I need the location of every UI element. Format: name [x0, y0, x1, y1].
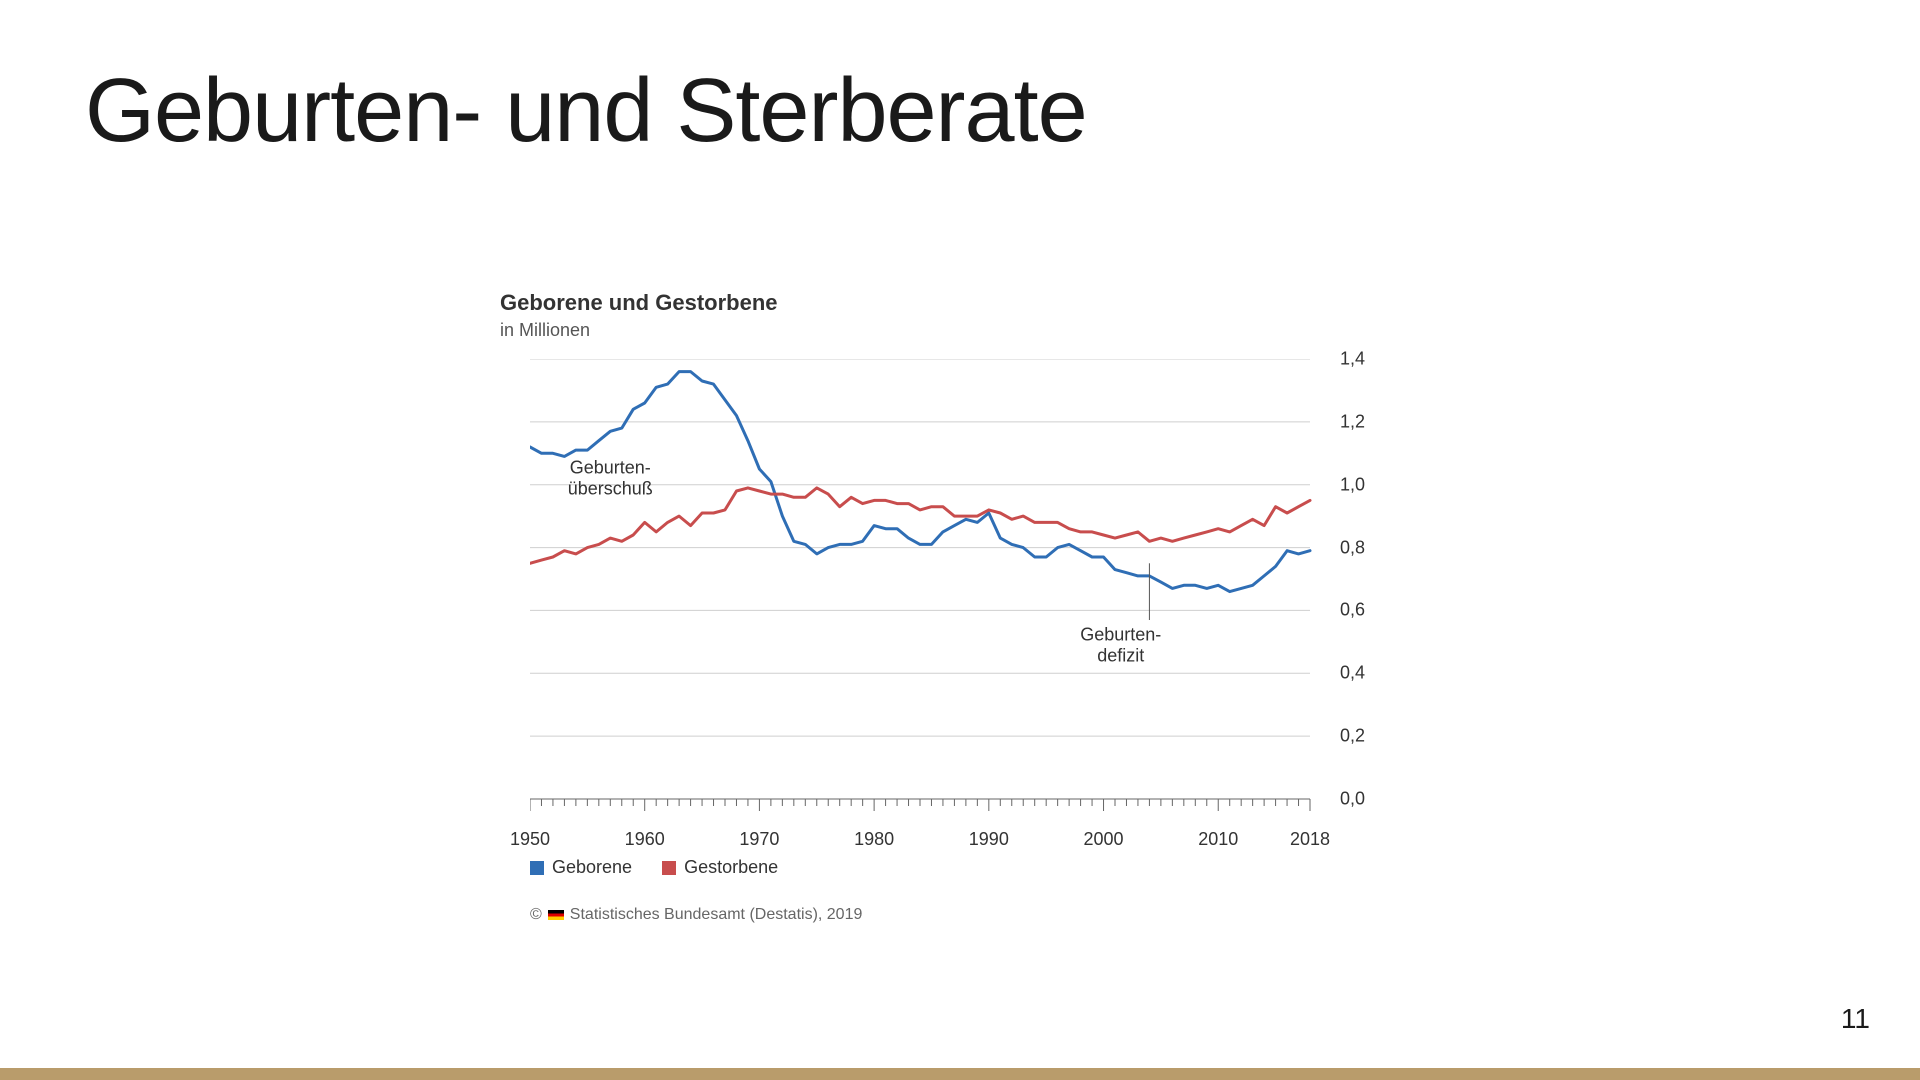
accent-bar	[0, 1068, 1920, 1080]
chart-source: © Statistisches Bundesamt (Destatis), 20…	[530, 906, 1400, 924]
chart-annotation: Geburten- überschuß	[568, 458, 653, 499]
x-tick-label: 2018	[1290, 829, 1330, 850]
y-tick-label: 1,2	[1340, 411, 1365, 432]
chart-annotation: Geburten- defizit	[1080, 624, 1161, 665]
y-tick-label: 0,4	[1340, 663, 1365, 684]
legend-item: Gestorbene	[662, 857, 778, 878]
x-tick-label: 1970	[739, 829, 779, 850]
chart-container: Geborene und Gestorbene in Millionen 0,0…	[500, 290, 1400, 924]
slide-title: Geburten- und Sterberate	[85, 60, 1087, 163]
legend-item: Geborene	[530, 857, 632, 878]
y-tick-label: 0,6	[1340, 600, 1365, 621]
y-tick-label: 1,4	[1340, 349, 1365, 370]
x-tick-label: 1950	[510, 829, 550, 850]
legend-label: Geborene	[552, 857, 632, 878]
y-tick-label: 0,8	[1340, 537, 1365, 558]
legend-label: Gestorbene	[684, 857, 778, 878]
x-tick-label: 1980	[854, 829, 894, 850]
x-tick-label: 2000	[1083, 829, 1123, 850]
legend-swatch	[662, 861, 676, 875]
y-tick-label: 1,0	[1340, 474, 1365, 495]
x-tick-label: 1990	[969, 829, 1009, 850]
source-text: Statistisches Bundesamt (Destatis), 2019	[570, 906, 863, 924]
chart-legend: Geborene Gestorbene	[530, 857, 1400, 878]
y-tick-label: 0,2	[1340, 726, 1365, 747]
plot-area: 0,00,20,40,60,81,01,21,4 195019601970198…	[530, 359, 1350, 799]
x-tick-label: 1960	[625, 829, 665, 850]
page-number: 11	[1841, 1003, 1870, 1035]
chart-subtitle: in Millionen	[500, 320, 1400, 341]
legend-swatch	[530, 861, 544, 875]
x-tick-label: 2010	[1198, 829, 1238, 850]
line-chart-svg	[530, 359, 1350, 839]
germany-flag-icon	[548, 910, 564, 920]
y-tick-label: 0,0	[1340, 789, 1365, 810]
copyright-symbol: ©	[530, 906, 542, 924]
chart-title: Geborene und Gestorbene	[500, 290, 1400, 316]
